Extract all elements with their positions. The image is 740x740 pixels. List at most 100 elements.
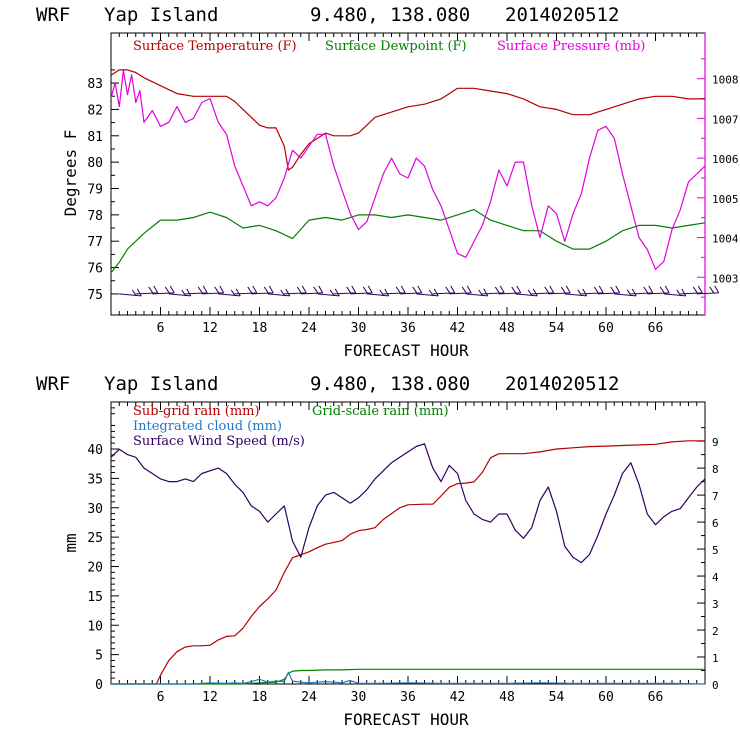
p1-wind-barb-flag bbox=[659, 286, 665, 294]
p1-y2-tick-label-1005: 1005 bbox=[712, 193, 739, 206]
p1-y2-tick-label-1004: 1004 bbox=[712, 233, 739, 246]
p1-wind-barb-flag bbox=[219, 285, 225, 294]
p2-y2-tick-label-9: 9 bbox=[712, 436, 719, 449]
p2-series-line-2 bbox=[111, 671, 706, 685]
p2-legend-entry-3: Surface Wind Speed (m/s) bbox=[133, 434, 305, 449]
p1-wind-barb-flag bbox=[202, 285, 208, 294]
p2-x-tick-label-36: 36 bbox=[400, 690, 416, 705]
p1-wind-barb-flag bbox=[643, 286, 649, 294]
p2-legend-entry-1: Grid-scale rain (mm) bbox=[312, 404, 449, 419]
p2-y-tick-label-15: 15 bbox=[87, 590, 103, 605]
p1-wind-barb-staff bbox=[696, 292, 719, 295]
p1-wind-barb-flag bbox=[560, 286, 566, 294]
p2-x-tick-label-60: 60 bbox=[598, 690, 614, 705]
p1-wind-barb-flag bbox=[384, 288, 390, 297]
p1-wind-barb-flag bbox=[610, 286, 616, 294]
p1-wind-barb-flag bbox=[450, 285, 456, 294]
p1-wind-barb-flag bbox=[230, 289, 236, 297]
p1-wind-barb-flag bbox=[285, 288, 291, 297]
p1-wind-barb-flag bbox=[247, 286, 253, 294]
p1-wind-barb-staff bbox=[515, 293, 538, 297]
p1-y2-tick-label-1003: 1003 bbox=[712, 272, 739, 285]
p1-wind-barb-staff bbox=[366, 293, 389, 297]
p1-wind-barb-staff bbox=[119, 293, 142, 297]
p2-y-tick-label-5: 5 bbox=[95, 649, 103, 664]
p2-series-line-0 bbox=[111, 440, 705, 685]
p1-wind-barb-staff bbox=[531, 292, 554, 295]
p1-wind-barb-flag bbox=[676, 289, 682, 297]
p1-wind-barb-flag bbox=[136, 288, 142, 297]
p1-y-tick-label-77: 77 bbox=[87, 235, 103, 250]
p2-y2-tick-label-0: 0 bbox=[712, 679, 719, 692]
p1-x-tick-label-18: 18 bbox=[252, 321, 268, 336]
p2-y2-tick-label-3: 3 bbox=[712, 598, 719, 611]
p1-header-location: Yap Island bbox=[104, 4, 218, 26]
p2-y2-tick-label-8: 8 bbox=[712, 463, 719, 476]
p1-wind-barb-staff bbox=[201, 292, 224, 295]
p1-y2-tick-label-1006: 1006 bbox=[712, 153, 739, 166]
p1-x-tick-label-60: 60 bbox=[598, 321, 614, 336]
p2-x-tick-label-24: 24 bbox=[301, 690, 317, 705]
p1-y-tick-label-83: 83 bbox=[87, 77, 103, 92]
p1-wind-barb-flag bbox=[186, 288, 192, 297]
p1-wind-barb-flag bbox=[516, 285, 522, 294]
p1-wind-barb-flag bbox=[334, 288, 340, 297]
p1-wind-barb-flag bbox=[395, 286, 401, 294]
p2-legend-entry-2: Integrated cloud (mm) bbox=[133, 419, 282, 434]
p1-x-tick-label-48: 48 bbox=[499, 321, 515, 336]
p1-wind-barb-staff bbox=[680, 292, 703, 295]
p2-y2-tick-label-6: 6 bbox=[712, 517, 719, 530]
p1-wind-barb-flag bbox=[582, 288, 588, 297]
p1-wind-barb-flag bbox=[692, 286, 698, 294]
p2-y-tick-label-35: 35 bbox=[87, 472, 103, 487]
p2-y-tick-label-20: 20 bbox=[87, 561, 103, 576]
p2-header-init: 2014020512 bbox=[505, 373, 619, 395]
p1-wind-barb-staff bbox=[185, 292, 208, 295]
p1-wind-barb-flag bbox=[169, 285, 175, 294]
p1-wind-barb-staff bbox=[267, 293, 290, 297]
p2-x-tick-label-30: 30 bbox=[351, 690, 367, 705]
p1-wind-barb-staff bbox=[168, 293, 191, 297]
p1-y-tick-label-80: 80 bbox=[87, 156, 103, 171]
p2-x-tick-label-54: 54 bbox=[549, 690, 565, 705]
p1-wind-barb-staff bbox=[218, 293, 241, 297]
p1-wind-barb-flag bbox=[153, 285, 159, 294]
p1-wind-barb-flag bbox=[148, 286, 154, 294]
p1-x-tick-label-42: 42 bbox=[450, 321, 466, 336]
p1-header-model: WRF bbox=[36, 4, 70, 26]
p2-series-line-3 bbox=[110, 443, 706, 564]
p1-wind-barb-flag bbox=[577, 289, 583, 297]
p1-wind-barb-staff bbox=[234, 292, 257, 295]
p1-wind-barb-flag bbox=[626, 289, 632, 297]
p1-legend-entry-0: Surface Temperature (F) bbox=[133, 39, 297, 54]
p1-wind-barb-flag bbox=[252, 285, 258, 294]
p2-xlabel: FORECAST HOUR bbox=[343, 710, 469, 729]
p2-y2-tick-label-5: 5 bbox=[712, 544, 719, 557]
p1-wind-barb-flag bbox=[164, 286, 170, 294]
p1-wind-barb-flag bbox=[714, 285, 720, 294]
p1-wind-barb-staff bbox=[251, 292, 274, 295]
p2-y-tick-label-40: 40 bbox=[87, 443, 103, 458]
p1-x-tick-label-24: 24 bbox=[301, 321, 317, 336]
p1-wind-barb-flag bbox=[329, 289, 335, 297]
p2-header-model: WRF bbox=[36, 373, 70, 395]
p2-header-location: Yap Island bbox=[104, 373, 218, 395]
p1-y-tick-label-76: 76 bbox=[87, 262, 103, 277]
p1-x-tick-label-6: 6 bbox=[157, 321, 165, 336]
p1-wind-barb-flag bbox=[494, 286, 500, 294]
p1-x-tick-label-36: 36 bbox=[400, 321, 416, 336]
p1-y2-tick-label-1008: 1008 bbox=[712, 74, 739, 87]
p1-y-tick-label-81: 81 bbox=[87, 130, 103, 145]
p1-wind-barb-flag bbox=[544, 286, 550, 294]
p1-wind-barb-flag bbox=[268, 285, 274, 294]
p1-wind-barb-staff bbox=[449, 292, 472, 295]
p1-wind-barb-flag bbox=[367, 285, 373, 294]
p1-wind-barb-flag bbox=[362, 286, 368, 294]
p1-wind-barb-flag bbox=[433, 288, 439, 297]
p1-wind-barb-flag bbox=[565, 285, 571, 294]
p1-wind-barb-staff bbox=[416, 293, 439, 297]
p2-ylabel: mm bbox=[61, 533, 80, 552]
p1-wind-barb-flag bbox=[615, 285, 621, 294]
p2-y-tick-label-10: 10 bbox=[87, 619, 103, 634]
